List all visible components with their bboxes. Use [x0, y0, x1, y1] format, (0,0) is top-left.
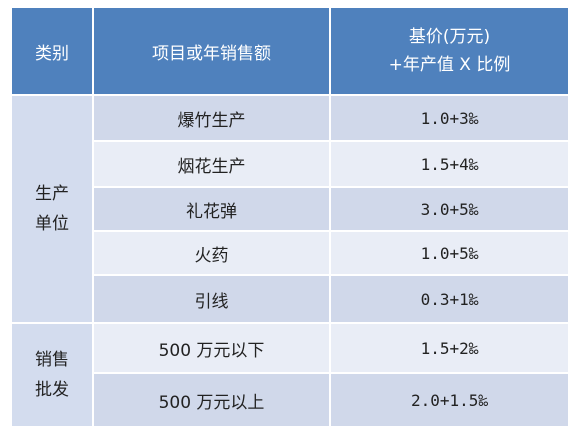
header-item: 项目或年销售额 [92, 6, 331, 96]
header-price-line1: 基价(万元) [408, 27, 491, 47]
table-row: 礼花弹 3.0+5‰ [11, 186, 570, 232]
value-cell: 1.0+5‰ [329, 230, 570, 276]
item-cell: 火药 [92, 230, 331, 276]
value-cell: 2.0+1.5‰ [329, 372, 570, 428]
category-production: 生产 单位 [10, 94, 94, 324]
table-row: 销售 批发 500 万元以下 1.5+2‰ [10, 322, 570, 428]
header-price: 基价(万元) +年产值 X 比例 [329, 6, 570, 96]
value-cell: 0.3+1‰ [329, 274, 570, 324]
header-price-line2: +年产值 X 比例 [388, 55, 511, 75]
item-cell: 礼花弹 [92, 186, 331, 232]
fee-table: 类别 项目或年销售额 基价(万元) +年产值 X 比例 生产 单位 爆竹生产 1… [10, 6, 570, 428]
table-row: 引线 0.3+1‰ [11, 274, 570, 324]
item-cell: 引线 [92, 274, 331, 324]
category-label-line1: 生产 [35, 184, 69, 204]
value-cell: 1.5+4‰ [329, 140, 570, 188]
value-cell: 1.5+2‰ [329, 322, 570, 374]
item-cell: 爆竹生产 [92, 94, 331, 142]
item-cell: 500 万元以上 [92, 372, 331, 428]
value-cell: 1.0+3‰ [329, 94, 570, 142]
table-row: 500 万元以上 2.0+1.5‰ [11, 372, 570, 428]
table-row: 火药 1.0+5‰ [11, 230, 570, 276]
category-label-line2: 单位 [35, 214, 69, 234]
header-category: 类别 [10, 6, 94, 96]
item-cell: 烟花生产 [92, 140, 331, 188]
table-row: 生产 单位 爆竹生产 1.0+3‰ [10, 94, 570, 324]
value-cell: 3.0+5‰ [329, 186, 570, 232]
table-row: 烟花生产 1.5+4‰ [11, 140, 570, 188]
item-cell: 500 万元以下 [92, 322, 331, 374]
category-label-line1: 销售 [35, 350, 69, 370]
header-row: 类别 项目或年销售额 基价(万元) +年产值 X 比例 [10, 6, 570, 96]
category-label-line2: 批发 [35, 380, 69, 400]
category-wholesale: 销售 批发 [10, 322, 94, 428]
